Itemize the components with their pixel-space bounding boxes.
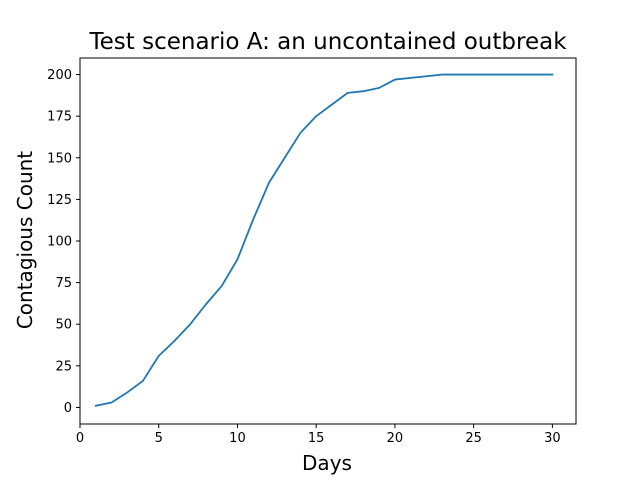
x-tick-label: 10 [229,431,246,446]
x-axis-label: Days [302,451,352,475]
plot-frame [79,57,577,425]
y-tick-label: 125 [47,193,72,208]
y-tick-label: 200 [47,68,72,83]
y-tick-label: 25 [55,359,72,374]
x-tick-label: 20 [387,431,404,446]
chart-title: Test scenario A: an uncontained outbreak [88,29,567,55]
x-tick-label: 30 [544,431,561,446]
y-tick-label: 75 [55,276,72,291]
y-tick-label: 50 [55,318,72,333]
y-tick-label: 0 [64,401,72,416]
y-tick-label: 100 [47,235,72,250]
x-tick-label: 0 [76,431,84,446]
y-tick-label: 150 [47,151,72,166]
plot-area [79,57,577,425]
y-axis-ticks: 0 25 50 75 100 125 150 175 200 [47,68,80,416]
y-tick-label: 175 [47,110,72,125]
x-tick-label: 25 [465,431,482,446]
x-tick-label: 5 [155,431,163,446]
x-axis-ticks: 0 5 10 15 20 25 30 [76,424,561,446]
y-axis-label: Contagious Count [13,151,37,329]
x-tick-label: 15 [308,431,325,446]
series-line-0 [94,73,554,407]
